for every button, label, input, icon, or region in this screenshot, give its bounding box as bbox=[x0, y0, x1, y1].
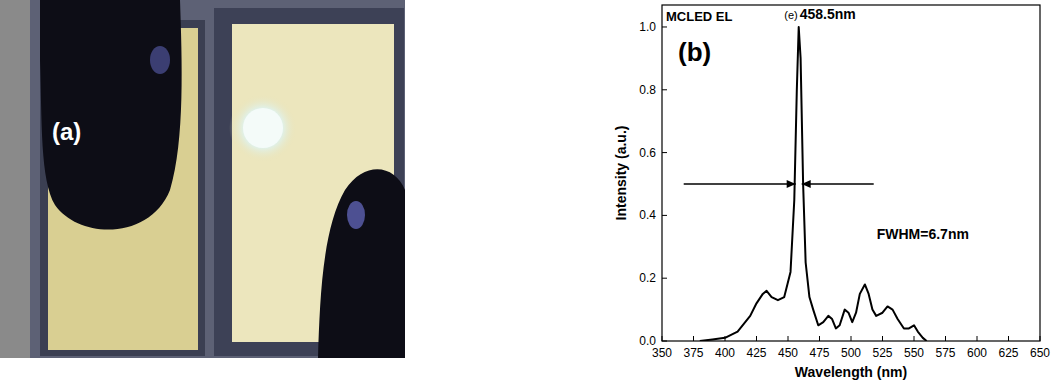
probe-finger-left bbox=[40, 0, 182, 230]
chart-title: MCLED EL bbox=[666, 9, 733, 24]
reflection bbox=[150, 46, 170, 74]
fwhm-arrow-left-head bbox=[787, 180, 796, 188]
x-tick bbox=[662, 336, 663, 341]
x-tick bbox=[1008, 336, 1009, 341]
x-tick-label: 400 bbox=[715, 346, 735, 360]
y-tick bbox=[662, 215, 667, 216]
peak-marker: (e) bbox=[784, 9, 797, 21]
x-tick bbox=[914, 336, 915, 341]
x-tick bbox=[788, 336, 789, 341]
x-tick-label: 475 bbox=[809, 346, 829, 360]
fwhm-arrow-right-head bbox=[802, 180, 811, 188]
x-tick bbox=[851, 336, 852, 341]
y-tick-label: 0.4 bbox=[639, 208, 656, 222]
x-tick-label: 650 bbox=[1030, 346, 1050, 360]
x-tick bbox=[1040, 336, 1041, 341]
left-pad-edge bbox=[0, 0, 30, 358]
x-tick-label: 550 bbox=[904, 346, 924, 360]
x-tick-label: 525 bbox=[872, 346, 892, 360]
x-tick-label: 450 bbox=[778, 346, 798, 360]
photo-panel: (a) bbox=[0, 0, 405, 358]
fwhm-arrow-left bbox=[684, 183, 796, 184]
x-tick bbox=[756, 336, 757, 341]
glow-halo bbox=[229, 94, 297, 162]
y-tick bbox=[662, 152, 667, 153]
y-tick-label: 0.2 bbox=[639, 271, 656, 285]
y-tick bbox=[662, 278, 667, 279]
figure: (a) 350 375 400 425 450 475 500 525 550 575 600 625 6… bbox=[0, 0, 1058, 383]
panel-label: (a) bbox=[52, 118, 81, 145]
y-axis-title: Intensity (a.u.) bbox=[613, 126, 629, 221]
y-tick-label: 1.0 bbox=[639, 20, 656, 34]
y-tick bbox=[662, 26, 667, 27]
y-tick-label: 0.6 bbox=[639, 146, 656, 160]
x-tick-label: 575 bbox=[935, 346, 955, 360]
fwhm-label: FWHM=6.7nm bbox=[877, 226, 969, 242]
x-tick bbox=[819, 336, 820, 341]
x-tick-label: 625 bbox=[998, 346, 1018, 360]
x-tick bbox=[977, 336, 978, 341]
x-tick-label: 350 bbox=[652, 346, 672, 360]
x-tick-label: 425 bbox=[746, 346, 766, 360]
chart-panel: 350 375 400 425 450 475 500 525 550 575 600 625 650 0… bbox=[613, 5, 1050, 380]
peak-label: 458.5nm bbox=[800, 6, 856, 22]
y-tick-label: 0.8 bbox=[639, 83, 656, 97]
y-tick bbox=[662, 89, 667, 90]
plot-frame bbox=[662, 5, 1040, 341]
x-tick bbox=[945, 336, 946, 341]
x-axis-title: Wavelength (nm) bbox=[795, 364, 907, 380]
reflection bbox=[347, 201, 365, 229]
fwhm-arrow-right bbox=[802, 183, 874, 184]
y-tick-label: 0.0 bbox=[639, 334, 656, 348]
emitting-spot bbox=[243, 108, 283, 148]
x-tick bbox=[693, 336, 694, 341]
x-tick-label: 600 bbox=[967, 346, 987, 360]
x-tick bbox=[882, 336, 883, 341]
photo-background bbox=[0, 0, 405, 358]
y-tick bbox=[662, 341, 667, 342]
panel-label: (b) bbox=[678, 37, 711, 67]
x-tick-label: 500 bbox=[841, 346, 861, 360]
x-tick-label: 375 bbox=[683, 346, 703, 360]
probe-finger-right bbox=[318, 169, 405, 358]
